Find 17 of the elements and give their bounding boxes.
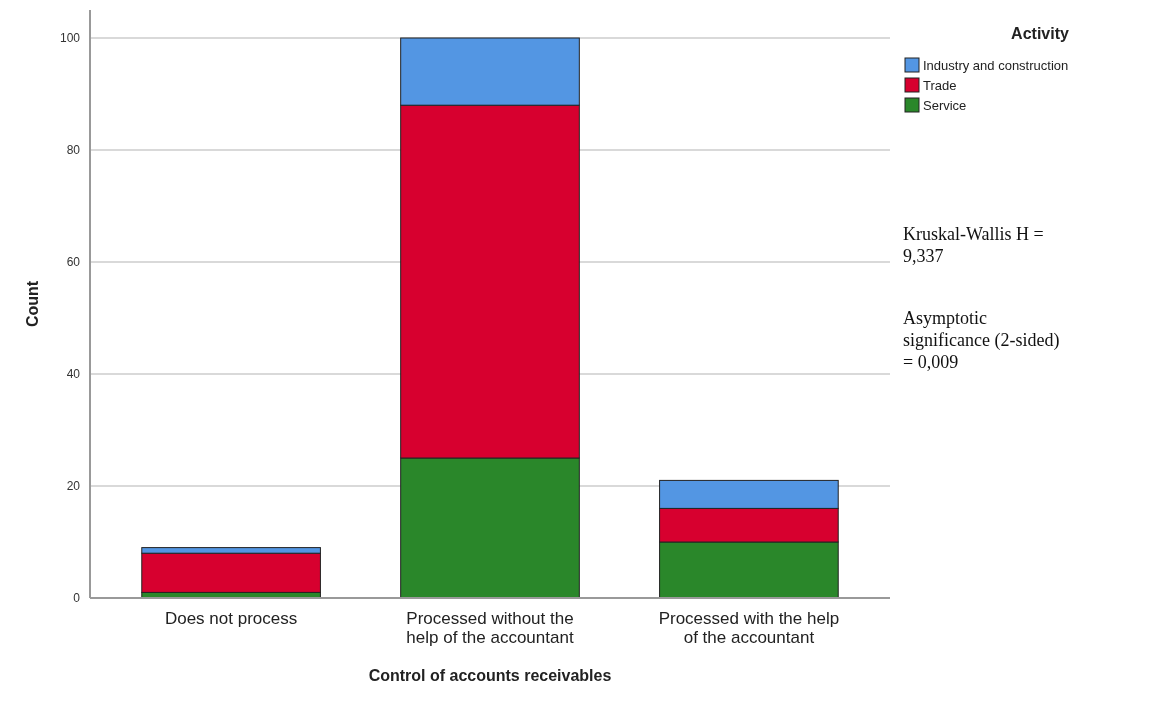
legend-title: Activity	[1011, 25, 1069, 42]
y-tick-label: 40	[66, 367, 81, 382]
legend-label: Industry and construction	[923, 57, 1069, 73]
x-tick-label: Processed with the help of the accountant	[658, 609, 840, 647]
text: Kruskal-Wallis H = 9,337	[903, 224, 1044, 266]
y-tick-label: 80	[66, 143, 81, 158]
x-tick-label: Does not process	[164, 609, 298, 628]
legend-label: Trade	[923, 77, 957, 93]
x-tick-label: Processed without the help of the accountant	[406, 609, 574, 647]
y-tick-label: 20	[66, 479, 81, 494]
y-tick-label: 60	[66, 255, 81, 270]
legend-label: Service	[923, 97, 967, 113]
x-axis-title: Control of accounts receivables	[368, 667, 612, 684]
y-tick-label: 0	[73, 591, 81, 606]
y-axis-title: Count	[24, 280, 41, 328]
y-tick-label: 100	[59, 31, 81, 46]
text: Asymptotic significance (2-sided) = 0,009	[903, 308, 1060, 372]
